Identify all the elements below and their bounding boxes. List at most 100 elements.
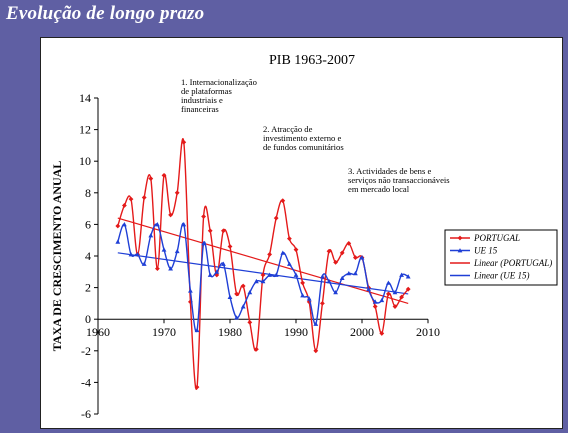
data-point [399,272,404,277]
data-point [320,301,325,306]
data-point [227,294,233,299]
x-tick-label: 1990 [284,325,308,339]
data-point [313,321,319,326]
legend-label: PORTUGAL [473,233,520,243]
data-point [293,272,299,277]
x-tick-label: 1970 [152,325,176,339]
data-point [214,272,220,278]
data-point [405,286,411,292]
data-point [188,288,193,293]
annotation-line: financeiras [181,104,219,114]
data-point [128,196,134,202]
legend-label: Linear (UE 15) [473,271,530,281]
data-point [273,272,279,277]
data-point [214,269,220,274]
annotation-line: industriais e [181,95,223,105]
data-point [300,280,305,286]
data-point [227,244,233,249]
data-point [280,198,286,204]
data-point [392,304,398,309]
y-tick-label: -2 [81,344,91,358]
x-tick-label: 2010 [416,325,440,339]
data-point [339,275,345,281]
data-point [155,222,160,227]
data-point [221,228,226,234]
data-point [148,233,154,238]
data-point [201,214,206,219]
trendline-2 [117,217,409,304]
chart-frame: PIB 1963-2007 -6 -4 -2 0 2 4 6 8 10 12 14 1960 1970 1… [40,37,563,429]
annotation-line: de fundos comunitários [263,142,344,152]
data-point [313,348,319,354]
y-tick-label: 8 [85,186,91,200]
data-point [353,255,358,260]
data-point [161,247,167,252]
y-tick-label: 12 [79,123,91,137]
data-point [234,291,239,297]
y-tick-label: 10 [79,154,91,168]
data-point [339,250,345,256]
data-point [260,272,266,278]
legend-marker [457,235,463,241]
data-point [293,247,299,253]
data-point [240,283,246,289]
data-point [386,280,391,285]
data-point [168,212,173,218]
legend-label: Linear (PORTUGAL) [473,258,552,268]
data-point [287,261,292,266]
data-point [346,240,352,246]
y-axis-label: TAXA DE CRESCIMENTO ANUAL [50,161,64,352]
data-point [240,304,246,309]
data-point [399,294,404,300]
line-chart: PIB 1963-2007 -6 -4 -2 0 2 4 6 8 10 12 14 1960 1970 1… [50,53,558,421]
data-point [194,327,200,333]
data-point [372,299,378,304]
data-point [155,266,160,272]
data-point [287,236,292,242]
data-point [254,346,259,352]
data-point [174,248,180,254]
data-point [333,289,338,295]
data-point [273,215,279,221]
data-point [181,139,187,145]
data-point [392,289,398,295]
data-point [115,223,121,229]
y-tick-label: 6 [85,217,91,231]
data-point [141,261,147,266]
data-point [346,270,352,276]
data-point [300,293,305,298]
data-point [359,255,365,260]
data-point [280,250,286,255]
chart-title: PIB 1963-2007 [269,53,355,68]
y-tick-label: 0 [85,312,91,326]
annotation-line: 2. Atracção de [263,124,313,134]
annotation-line: 1. Internacionalização [181,77,257,87]
data-point [366,286,371,292]
data-point [194,384,200,390]
x-tick-label: 1980 [218,325,242,339]
data-point [386,291,391,297]
data-point [247,289,253,295]
data-point [174,190,180,196]
annotation-line: em mercado local [348,184,410,194]
annotation-line: de plataformas [181,86,232,96]
data-point [320,274,325,279]
data-point [260,278,266,284]
data-point [372,304,378,309]
data-point [267,272,272,277]
data-point [207,272,213,277]
data-point [115,239,121,244]
data-point [181,222,187,227]
data-point [254,278,259,284]
data-point [141,195,147,200]
data-point [122,222,127,227]
y-tick-label: -6 [81,407,91,421]
data-point [234,315,239,320]
data-point [201,240,206,246]
x-tick-label: 1960 [86,325,110,339]
y-tick-label: 14 [79,91,91,105]
data-point [247,319,253,325]
y-tick-label: 4 [85,249,91,263]
data-point [379,297,385,303]
data-point [161,173,167,178]
